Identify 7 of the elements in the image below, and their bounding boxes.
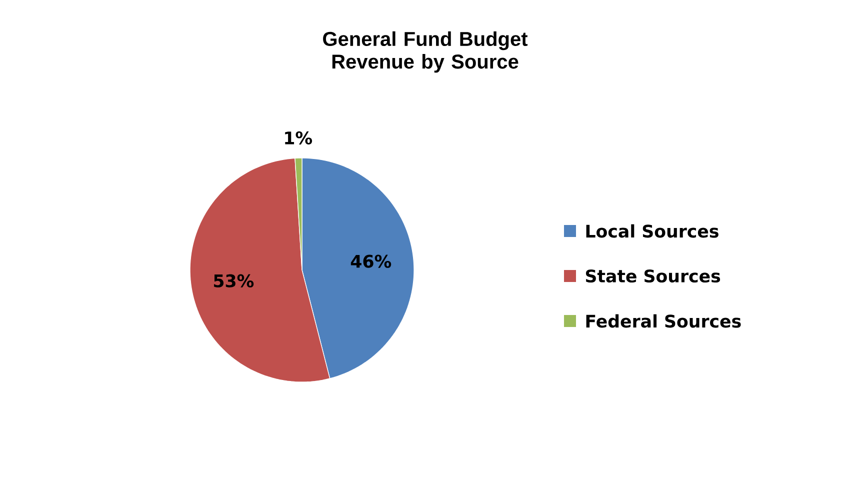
data-label: 46%	[350, 254, 392, 268]
chart-title: General Fund Budget Revenue by Source	[323, 31, 528, 73]
legend-label: Local Sources	[586, 224, 718, 238]
legend-label: State Sources	[586, 269, 720, 283]
data-label: 1%	[285, 131, 312, 144]
data-label: 53%	[214, 274, 254, 288]
legend-label: Federal Sources	[586, 314, 741, 328]
